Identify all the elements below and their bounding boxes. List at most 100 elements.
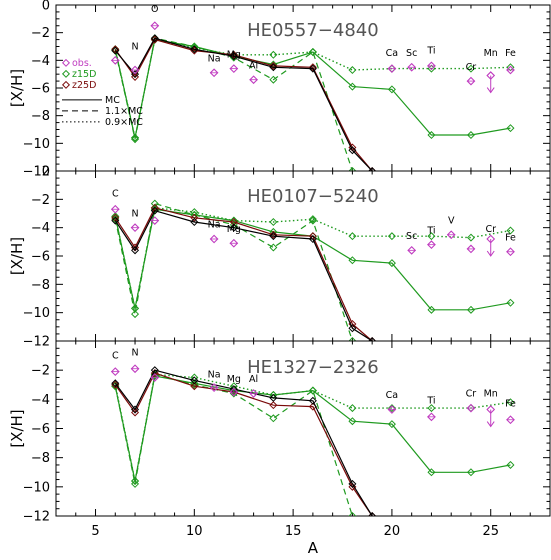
- series-point: [269, 414, 278, 423]
- series-line-z15D-solid: [114, 38, 511, 138]
- y-tick-label: −12: [23, 165, 50, 180]
- element-label: Mg: [227, 224, 241, 235]
- element-label: Mg: [227, 374, 241, 385]
- x-tick-label: 25: [482, 524, 499, 539]
- observed-point: [110, 55, 120, 65]
- legend-label: obs.: [72, 58, 92, 69]
- series-point: [506, 124, 515, 133]
- observed-point: [229, 64, 239, 74]
- series-point: [131, 479, 140, 488]
- y-tick-label: −6: [31, 82, 50, 97]
- series-group: [111, 199, 515, 341]
- series-point: [269, 217, 278, 227]
- series-point: [229, 217, 238, 227]
- element-label: C: [112, 189, 119, 200]
- observed-point: [427, 61, 436, 71]
- series-point: [387, 85, 396, 94]
- y-tick-label: −8: [31, 109, 50, 124]
- series-line-z25D-solid: [114, 38, 373, 171]
- series-point: [348, 256, 357, 265]
- observed-point: [466, 244, 476, 254]
- series-point: [506, 460, 515, 469]
- series-point: [190, 213, 199, 222]
- upper-limit-arrowhead: [486, 421, 495, 428]
- element-label: O: [151, 4, 158, 15]
- series-line-z15D-dashed: [114, 373, 354, 516]
- series-point: [308, 386, 317, 395]
- series-point: [269, 393, 278, 402]
- x-tick-label: 20: [384, 524, 401, 539]
- series-point: [368, 511, 377, 516]
- series-point: [111, 46, 120, 55]
- y-axis-label: [X/H]: [8, 409, 26, 447]
- series-point: [427, 468, 436, 477]
- element-label: Fe: [505, 48, 516, 59]
- y-tick-label: −10: [23, 306, 50, 321]
- y-tick-label: −6: [31, 250, 50, 265]
- observed-point: [229, 238, 239, 248]
- x-tick-label: 15: [285, 524, 302, 539]
- series-point: [466, 305, 475, 314]
- observed-point: [506, 247, 515, 257]
- series-point: [150, 206, 159, 215]
- observed-point: [150, 21, 160, 31]
- series-point: [308, 64, 317, 73]
- observed-point: [407, 62, 417, 72]
- series-point: [111, 215, 120, 224]
- observed-point: [150, 216, 160, 225]
- observed-point: [229, 387, 239, 397]
- series-point: [111, 380, 120, 389]
- series-point: [308, 215, 317, 224]
- series-point: [269, 63, 278, 72]
- series-point: [131, 310, 140, 319]
- element-label: Mn: [484, 388, 498, 399]
- y-axis-label: [X/H]: [8, 237, 26, 275]
- y-tick-label: −10: [23, 137, 50, 152]
- panel-3: −2 −4 −6 −8 −10 −12 [X/H] HE1327−2326 C N Na Mg Al Ca…: [8, 340, 551, 557]
- observed-point: [427, 240, 436, 250]
- observed-point: [427, 412, 436, 422]
- series-point: [506, 63, 515, 72]
- upper-limit-arrowhead: [486, 250, 495, 257]
- series-point: [427, 232, 436, 241]
- series-point: [387, 420, 396, 429]
- observed-point: [466, 76, 476, 86]
- observed-point: [407, 245, 417, 255]
- series-point: [269, 232, 278, 241]
- series-point: [111, 382, 120, 391]
- observed-point: [209, 234, 219, 244]
- observed-point: [130, 223, 140, 233]
- series-point: [131, 408, 140, 417]
- series-line-MC-solid: [114, 209, 373, 341]
- element-label: Ti: [426, 396, 435, 407]
- series-line-z25D-solid: [114, 207, 373, 341]
- series-point: [348, 479, 357, 488]
- series-point: [269, 61, 278, 70]
- series-point: [348, 82, 357, 91]
- series-point: [190, 45, 199, 54]
- element-label: N: [131, 348, 138, 359]
- observed-point: [387, 405, 397, 414]
- series-point: [348, 336, 357, 341]
- element-label: Cr: [485, 224, 496, 235]
- y-tick-label: 0: [42, 165, 50, 180]
- series-point: [269, 75, 278, 84]
- observed-point: [110, 204, 120, 214]
- observed-point: [209, 68, 219, 78]
- series-point: [348, 66, 357, 75]
- element-label: N: [131, 208, 138, 219]
- series-line-z15D-dotted: [114, 207, 511, 309]
- element-label: V: [448, 215, 455, 226]
- legend-marker: [61, 80, 71, 89]
- element-label: Cr: [466, 62, 477, 73]
- series-point: [111, 45, 120, 54]
- series-point: [427, 131, 436, 140]
- series-point: [131, 133, 140, 142]
- observed-point: [110, 367, 120, 377]
- element-label: C: [112, 351, 119, 362]
- series-point: [229, 50, 238, 59]
- series-point: [506, 398, 515, 407]
- y-tick-label: −2: [31, 26, 50, 41]
